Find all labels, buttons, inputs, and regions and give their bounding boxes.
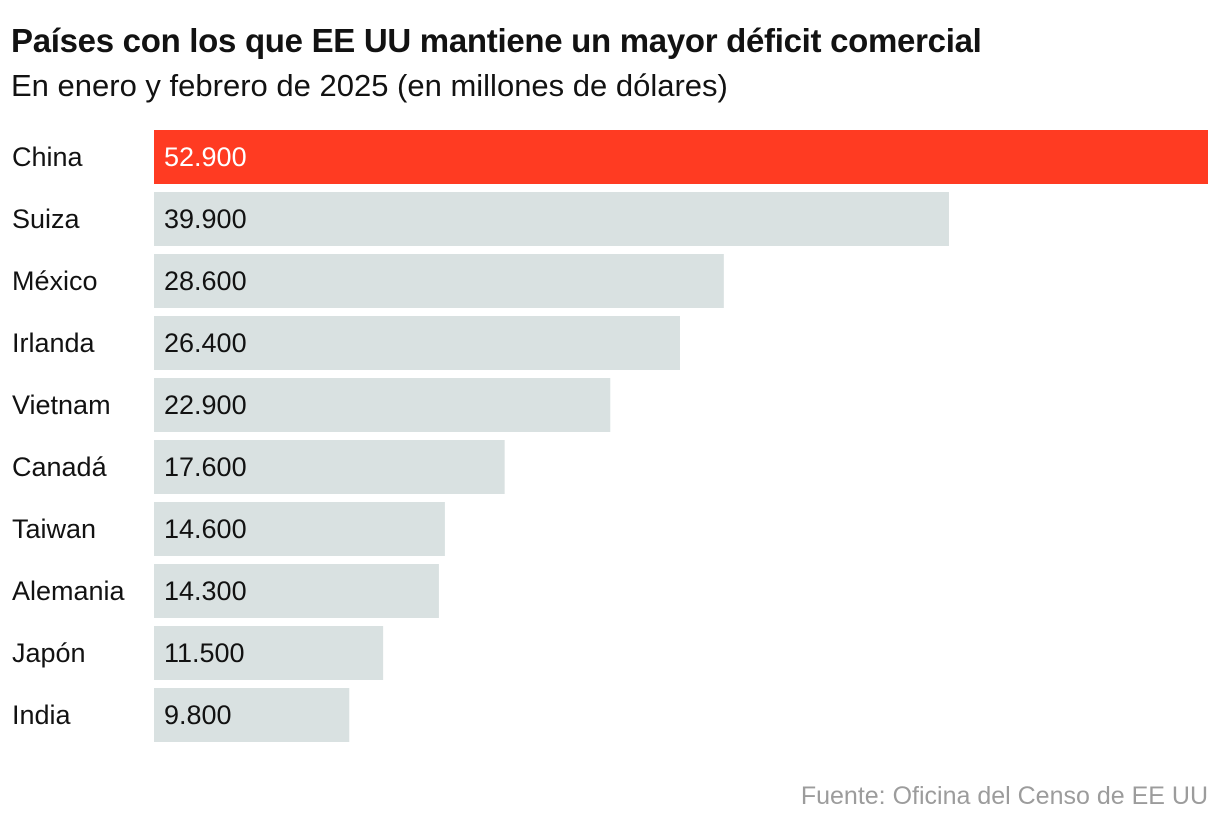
bar-suiza: [154, 192, 949, 246]
chart-subtitle: En enero y febrero de 2025 (en millones …: [11, 68, 728, 103]
bar-irlanda: [154, 316, 681, 370]
category-label-india: India: [12, 700, 72, 730]
value-label-canada: 17.600: [164, 452, 247, 482]
category-label-irlanda: Irlanda: [12, 328, 96, 358]
value-label-china: 52.900: [164, 142, 247, 172]
bar-japon: [154, 626, 384, 680]
value-label-mexico: 28.600: [164, 266, 247, 296]
category-label-taiwan: Taiwan: [12, 514, 96, 544]
value-label-india: 9.800: [164, 700, 232, 730]
value-label-japon: 11.500: [164, 638, 245, 668]
bar-china: [154, 130, 1208, 184]
category-label-canada: Canadá: [12, 452, 108, 482]
bar-vietnam: [154, 378, 611, 432]
bar-taiwan: [154, 502, 445, 556]
source-note: Fuente: Oficina del Censo de EE UU: [800, 782, 1208, 810]
category-label-mexico: México: [12, 266, 98, 296]
bar-india: [154, 688, 350, 742]
category-label-alemania: Alemania: [12, 576, 126, 606]
value-label-vietnam: 22.900: [164, 390, 247, 420]
value-label-alemania: 14.300: [164, 576, 247, 606]
category-label-japon: Japón: [12, 638, 86, 668]
value-label-irlanda: 26.400: [164, 328, 247, 358]
chart-title: Países con los que EE UU mantiene un may…: [11, 22, 982, 59]
category-label-vietnam: Vietnam: [12, 390, 111, 420]
bar-canada: [154, 440, 505, 494]
value-label-suiza: 39.900: [164, 204, 247, 234]
category-label-china: China: [12, 142, 84, 172]
category-label-suiza: Suiza: [12, 204, 81, 234]
bar-mexico: [154, 254, 724, 308]
bar-alemania: [154, 564, 439, 618]
value-label-taiwan: 14.600: [164, 514, 247, 544]
